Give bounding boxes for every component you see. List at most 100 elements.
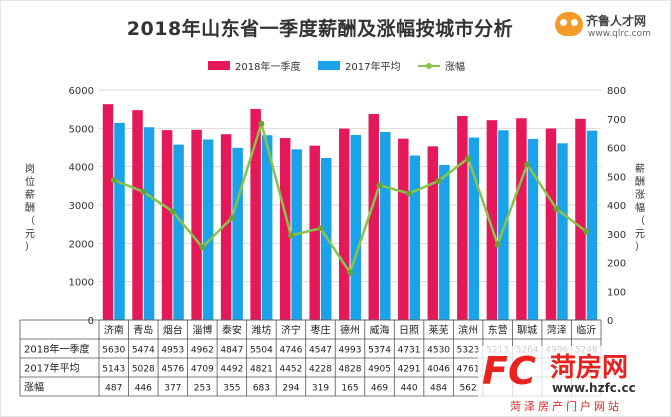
x-tick-label-12: 滨州 bbox=[458, 324, 478, 337]
legend-swatch-1 bbox=[318, 61, 340, 70]
table-cell-2-10: 440 bbox=[400, 384, 417, 394]
bar-s0-13 bbox=[486, 120, 498, 320]
chart-title: 2018年山东省一季度薪酬及涨幅按城市分析 bbox=[126, 18, 514, 40]
x-tick-label-8: 德州 bbox=[340, 324, 360, 337]
x-tick-label-9: 威海 bbox=[370, 324, 390, 337]
data-table: 济南 青岛 烟台 淄博 泰安 潍坊 济宁 枣庄 德州 威海 日照 莱芜 滨州 东营 聊城 菏泽 临沂 2018年一… bbox=[19, 319, 602, 397]
table-cell-1-11: 4046 bbox=[427, 365, 450, 375]
line-point-16 bbox=[583, 228, 590, 235]
y2-tick-label-6: 600 bbox=[607, 144, 626, 155]
line-point-11 bbox=[435, 177, 442, 184]
bar-s1-3 bbox=[202, 139, 214, 320]
x-tick-label-0: 济南 bbox=[104, 324, 124, 337]
line-point-8 bbox=[347, 269, 353, 276]
bar-s0-16 bbox=[575, 118, 586, 321]
bar-s0-0 bbox=[102, 104, 114, 320]
x-tick-label-10: 日照 bbox=[399, 325, 419, 337]
y2-tick-label-4: 400 bbox=[607, 201, 626, 212]
table-cell-2-1: 446 bbox=[135, 384, 152, 394]
y-tick-label-1: 1000 bbox=[69, 278, 94, 289]
watermark-mark: FC bbox=[482, 349, 536, 393]
line-point-1 bbox=[140, 188, 147, 195]
table-cell-1-10: 4291 bbox=[398, 365, 421, 375]
x-tick-label-7: 枣庄 bbox=[310, 324, 330, 337]
watermark-url: www.hzfc.cc bbox=[552, 381, 636, 395]
x-tick-label-15: 菏泽 bbox=[547, 325, 567, 337]
table-cell-0-11: 4530 bbox=[427, 346, 450, 356]
bar-s0-15 bbox=[545, 128, 557, 320]
logo-url: www.qlrc.com bbox=[588, 29, 651, 39]
table-cell-1-2: 4576 bbox=[161, 365, 184, 375]
frog-face-icon bbox=[555, 12, 583, 36]
line-point-4 bbox=[228, 214, 235, 221]
bar-s1-5 bbox=[261, 135, 273, 320]
table-cell-0-10: 4731 bbox=[398, 346, 421, 356]
chart-legend: 2018年一季度 2017年平均 涨幅 bbox=[208, 60, 465, 73]
bar-s1-14 bbox=[527, 138, 539, 320]
table-cell-0-5: 5504 bbox=[250, 346, 273, 356]
y-tick-label-5: 5000 bbox=[69, 124, 94, 135]
table-cell-1-9: 4905 bbox=[368, 365, 391, 375]
line-point-6 bbox=[287, 232, 294, 239]
table-cell-2-5: 683 bbox=[253, 384, 270, 394]
table-cell-2-2: 377 bbox=[164, 384, 181, 394]
table-cell-0-1: 5474 bbox=[132, 346, 155, 356]
y2-tick-label-0: 0 bbox=[607, 316, 613, 327]
table-cell-1-4: 4492 bbox=[220, 365, 243, 375]
x-tick-label-6: 济宁 bbox=[281, 324, 301, 337]
legend-label-0: 2018年一季度 bbox=[235, 60, 300, 73]
x-tick-label-11: 莱芜 bbox=[429, 324, 449, 337]
bar-s0-10 bbox=[398, 138, 409, 320]
x-tick-label-1: 青岛 bbox=[133, 324, 153, 337]
bar-s1-8 bbox=[350, 134, 361, 320]
table-cell-0-3: 4962 bbox=[191, 346, 214, 356]
y-tick-label-4: 4000 bbox=[69, 163, 94, 174]
bar-s1-13 bbox=[498, 130, 509, 320]
bar-s1-1 bbox=[143, 127, 155, 320]
table-cell-0-9: 5374 bbox=[368, 346, 391, 356]
table-cell-0-12: 5323 bbox=[457, 346, 480, 356]
bar-s0-7 bbox=[309, 145, 320, 320]
legend-swatch-0 bbox=[208, 61, 230, 70]
bar-s0-3 bbox=[191, 129, 202, 320]
table-cell-2-8: 165 bbox=[341, 384, 358, 394]
watermark-slogan: 菏泽房产门户网站 bbox=[510, 399, 622, 413]
bar-s0-14 bbox=[516, 118, 527, 320]
line-point-13 bbox=[494, 241, 501, 248]
bar-s1-2 bbox=[173, 144, 184, 320]
table-cell-0-6: 4746 bbox=[279, 346, 302, 356]
table-cell-1-6: 4452 bbox=[279, 365, 302, 375]
bar-s0-8 bbox=[339, 128, 350, 320]
table-cell-1-5: 4821 bbox=[250, 365, 273, 375]
table-cell-2-6: 294 bbox=[282, 384, 299, 394]
y-tick-label-0: 0 bbox=[88, 316, 94, 327]
y-tick-label-3: 3000 bbox=[69, 201, 94, 212]
table-cell-1-3: 4709 bbox=[191, 365, 214, 375]
bar-s1-4 bbox=[232, 147, 243, 320]
bar-s0-5 bbox=[250, 109, 261, 320]
line-point-0 bbox=[110, 176, 117, 183]
bar-s0-2 bbox=[161, 130, 173, 320]
table-cell-2-12: 562 bbox=[460, 384, 477, 394]
table-cell-2-7: 319 bbox=[312, 384, 329, 394]
x-tick-label-4: 泰安 bbox=[222, 324, 242, 337]
line-series bbox=[113, 119, 587, 276]
y2-tick-label-2: 200 bbox=[607, 259, 626, 270]
line-point-3 bbox=[199, 244, 206, 251]
table-cell-2-9: 469 bbox=[371, 384, 388, 394]
table-row-label-0: 2018年一季度 bbox=[24, 343, 89, 356]
table-cell-1-0: 5143 bbox=[102, 365, 125, 375]
bar-s0-4 bbox=[220, 134, 232, 320]
table-cell-2-4: 355 bbox=[223, 384, 240, 394]
legend-label-1: 2017年平均 bbox=[345, 60, 400, 73]
logo-brand: 齐鲁人才网 bbox=[586, 14, 647, 28]
y-tick-label-2: 2000 bbox=[69, 239, 94, 250]
y-tick-label-6: 6000 bbox=[69, 86, 94, 97]
y2-tick-label-1: 100 bbox=[607, 287, 626, 298]
bar-s1-9 bbox=[380, 131, 391, 320]
bar-s0-6 bbox=[279, 138, 291, 320]
bar-s0-1 bbox=[132, 110, 143, 320]
x-tick-label-5: 潍坊 bbox=[251, 324, 271, 337]
y2-tick-label-8: 800 bbox=[607, 86, 626, 97]
table-cell-0-8: 4993 bbox=[339, 346, 362, 356]
